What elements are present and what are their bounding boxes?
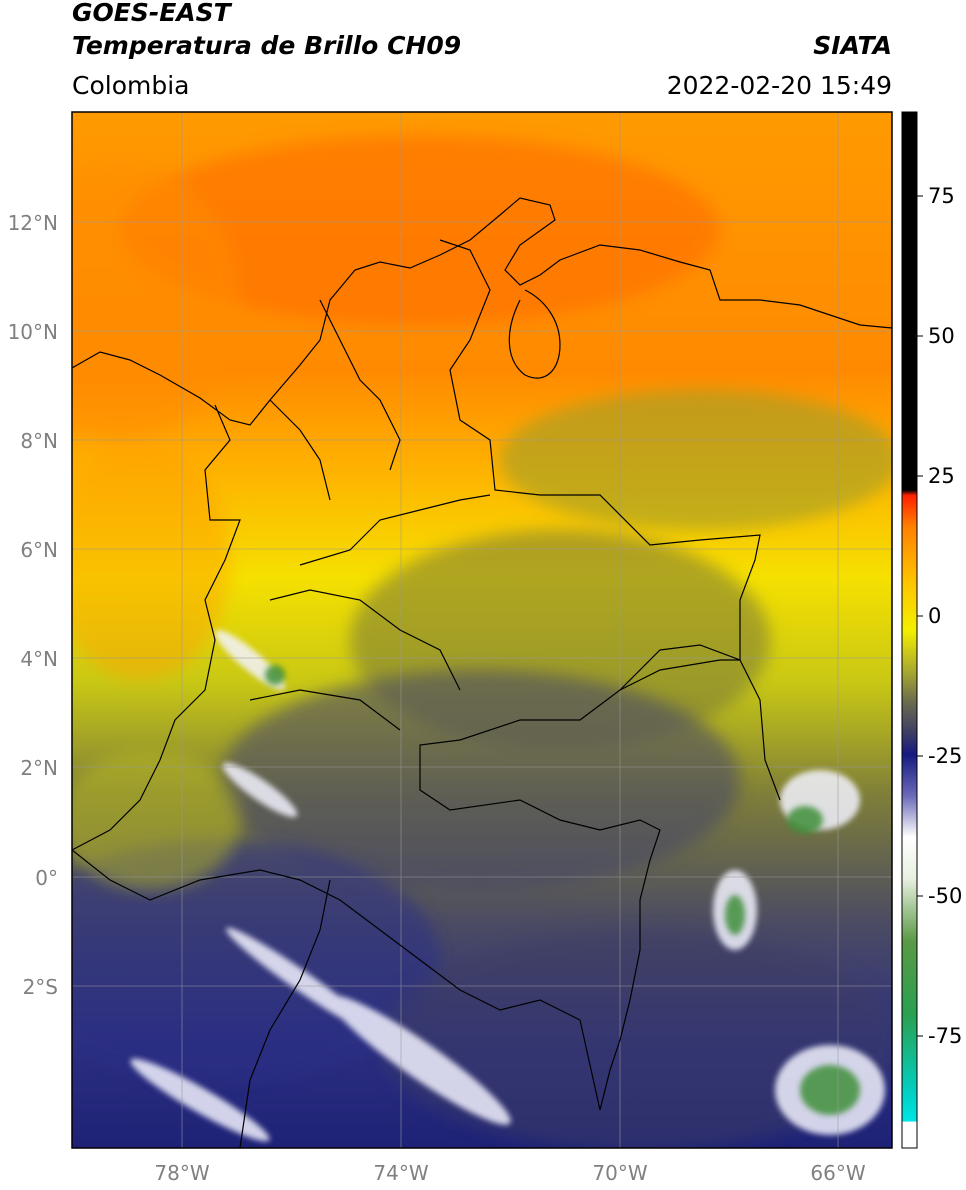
colorbar-ticks: 75 50 25 0 -25 -50 -75 xyxy=(917,184,962,1048)
colorbar-tick-label: -75 xyxy=(928,1024,962,1048)
lat-label: 4°N xyxy=(20,647,58,671)
region-label: Colombia xyxy=(72,71,190,100)
lon-label: 70°W xyxy=(592,1161,647,1185)
title-product: Temperatura de Brillo CH09 xyxy=(72,31,462,60)
lat-label: 0° xyxy=(35,866,58,890)
latitude-labels: 12°N 10°N 8°N 6°N 4°N 2°N 0° 2°S xyxy=(8,211,58,999)
country-borders xyxy=(72,197,892,1148)
datetime-label: 2022-02-20 15:49 xyxy=(666,71,892,100)
lat-label: 8°N xyxy=(20,429,58,453)
colorbar-tick-label: -50 xyxy=(928,884,962,908)
lat-label: 12°N xyxy=(8,211,58,235)
lat-label: 2°N xyxy=(20,756,58,780)
lat-label: 10°N xyxy=(8,320,58,344)
colorbar-tick-label: 50 xyxy=(928,324,955,348)
lat-label: 6°N xyxy=(20,538,58,562)
longitude-labels: 78°W 74°W 70°W 66°W xyxy=(154,1161,865,1185)
title-satellite: GOES-EAST xyxy=(72,0,231,27)
organization-label: SIATA xyxy=(813,31,892,60)
colorbar-tick-label: -25 xyxy=(928,744,962,768)
brightness-temperature-raster xyxy=(72,112,892,1148)
colorbar xyxy=(901,111,918,1149)
lon-label: 66°W xyxy=(810,1161,865,1185)
lat-label: 2°S xyxy=(23,975,58,999)
map-frame xyxy=(71,111,893,1149)
colorbar-tick-label: 25 xyxy=(928,464,955,488)
lon-label: 78°W xyxy=(154,1161,209,1185)
colorbar-tick-label: 0 xyxy=(928,604,941,628)
lon-label: 74°W xyxy=(373,1161,428,1185)
colorbar-tick-label: 75 xyxy=(928,184,955,208)
